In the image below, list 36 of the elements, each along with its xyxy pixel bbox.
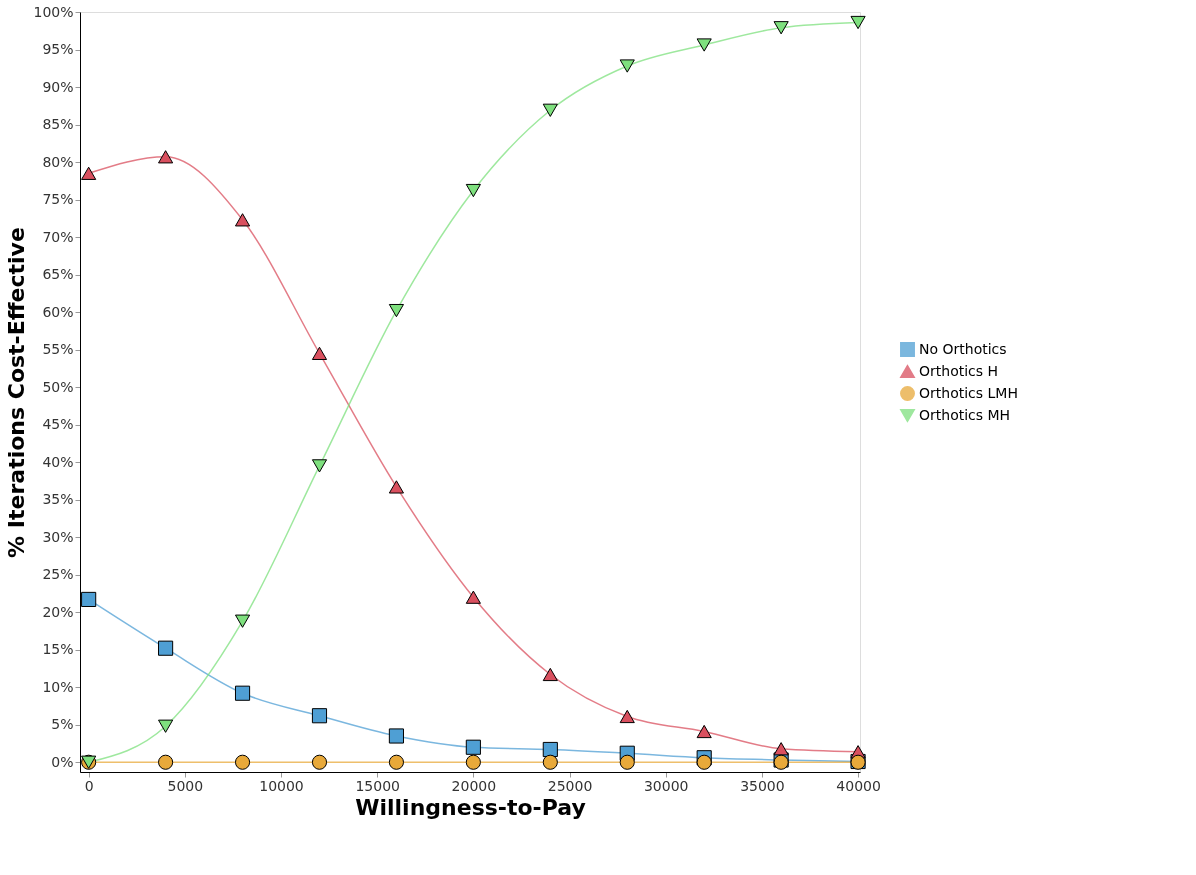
x-tick-label: 15000	[355, 777, 400, 794]
y-tick-label: 30%	[42, 528, 74, 545]
y-tick-label: 60%	[42, 303, 74, 320]
y-tick-label: 10%	[42, 678, 74, 695]
legend-label: Orthotics H	[919, 362, 999, 379]
y-tick-label: 70%	[42, 228, 74, 245]
y-tick-label: 20%	[42, 603, 74, 620]
x-tick-label: 30000	[643, 777, 689, 794]
x-tick-label: 5000	[167, 777, 204, 794]
y-tick-label: 100%	[33, 3, 74, 20]
y-tick-label: 5%	[51, 716, 74, 733]
y-tick-label: 90%	[42, 78, 74, 95]
y-tick-label: 80%	[42, 153, 74, 170]
y-tick-label: 95%	[42, 41, 74, 58]
y-tick-label: 85%	[42, 116, 74, 133]
y-tick-label: 75%	[42, 191, 74, 208]
y-tick-label: 35%	[42, 491, 74, 508]
x-tick-label: 35000	[740, 777, 785, 794]
x-tick-label: 10000	[259, 777, 304, 794]
y-tick-label: 15%	[42, 641, 74, 658]
x-tick-label: 40000	[836, 777, 881, 794]
x-tick-label: 25000	[547, 777, 593, 794]
y-tick-label: 65%	[42, 266, 74, 283]
y-tick-label: 50%	[42, 378, 74, 395]
y-tick-label: 25%	[42, 566, 74, 583]
y-tick-label: 40%	[42, 453, 74, 470]
legend-label: Orthotics LMH	[919, 384, 1018, 401]
legend-label: Orthotics MH	[919, 406, 1011, 423]
x-tick-label: 20000	[451, 777, 497, 794]
y-axis-title: % Iterations Cost-Effective	[4, 227, 30, 558]
legend-label: No Orthotics	[919, 340, 1007, 357]
y-tick-label: 0%	[51, 753, 74, 770]
y-tick-label: 45%	[42, 416, 74, 433]
x-tick-label: 0	[84, 777, 94, 794]
x-axis-title: Willingness-to-Pay	[355, 794, 586, 820]
y-tick-label: 55%	[42, 341, 74, 358]
